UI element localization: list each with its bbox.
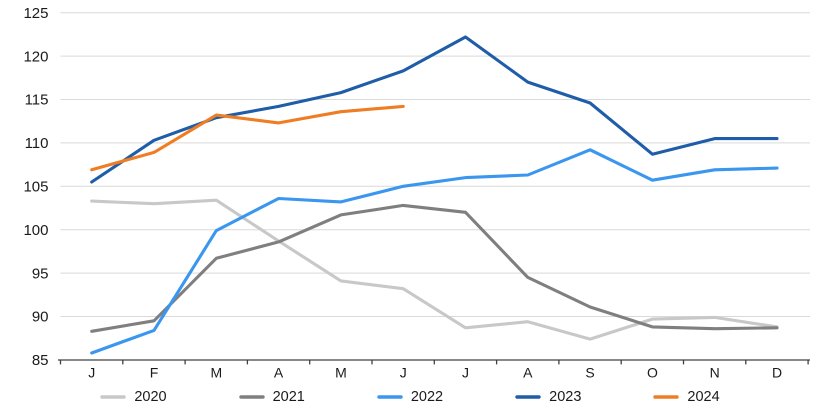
x-axis-label: S [585,365,594,381]
x-axis-label: N [710,365,720,381]
legend-label-2022: 2022 [410,388,444,405]
legend-item-2023: 2023 [515,390,581,405]
x-axis-label: A [274,365,284,381]
chart-legend: 2020 2021 2022 2023 2024 [0,382,820,412]
legend-label-2020: 2020 [134,388,167,405]
x-axis-label: J [462,365,469,381]
y-axis-label: 110 [25,135,49,152]
legend-label-2024: 2024 [687,388,720,405]
legend-item-2022: 2022 [377,390,443,405]
legend-item-2021: 2021 [238,388,305,405]
legend-label-2023: 2023 [549,388,582,405]
legend-label-2021: 2021 [272,388,305,405]
legend-swatch-2021 [238,395,265,399]
y-axis-label: 100 [23,222,48,239]
series-line-2021 [90,203,779,333]
x-axis-label: M [210,365,222,381]
x-axis-label: J [88,365,95,381]
plot-area: 125 120 115 110 105 100 95 90 85 J F M A M J J A S O N D [23,5,810,381]
x-axis-label: A [523,365,533,381]
legend-swatch-2020 [100,395,127,399]
y-axis-label: 95 [32,265,49,282]
y-axis-label: 90 [32,309,49,326]
legend-item-2020: 2020 [100,388,167,405]
legend-item-2024: 2024 [653,388,720,405]
y-axis-label: 115 [25,92,49,109]
x-axis-label: O [647,365,658,381]
legend-swatch-2022 [377,395,403,399]
legend-swatch-2024 [653,395,680,399]
series-line-2020 [90,198,779,341]
x-axis-label: F [150,365,159,381]
y-axis-label: 120 [23,48,48,65]
x-axis-label: D [772,365,782,381]
x-axis-label: M [335,365,347,381]
y-axis-label: 125 [23,5,48,22]
series-line-2022 [90,148,779,355]
x-axis-label: J [400,365,407,381]
legend-swatch-2023 [515,395,541,399]
y-axis-label: 85 [32,352,49,369]
y-axis-label: 105 [23,179,48,196]
series-line-2023 [90,35,779,184]
series-line-2024 [90,104,405,172]
